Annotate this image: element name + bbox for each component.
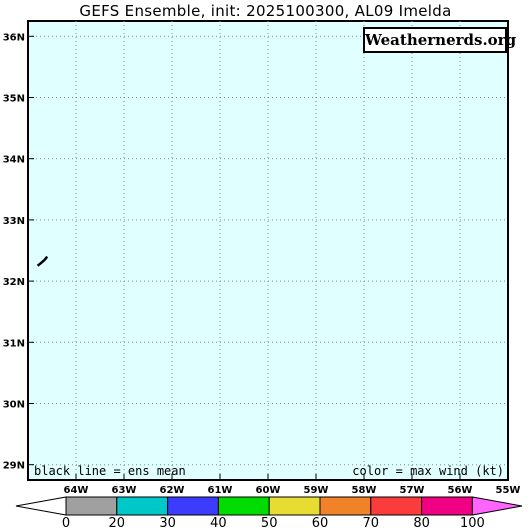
lon-label: 61W [208,485,233,496]
lon-label: 62W [160,485,185,496]
colorbar-over-arrow [471,496,523,516]
longitude-labels: 64W 63W 62W 61W 60W 59W 58W 57W 56W 55W [64,485,521,496]
colorbar-tick-label: 60 [312,516,329,531]
colorbar-tick-label: 80 [413,516,430,531]
colorbar-segment [421,496,473,516]
colorbar-tick-label: 40 [210,516,227,531]
colorbar-labels: 0 20 30 40 50 60 70 80 100 [62,516,485,531]
colorbar-segment [116,496,169,516]
chart-title: GEFS Ensemble, init: 2025100300, AL09 Im… [79,2,452,20]
colorbar-segment [319,496,372,516]
lat-label: 31N [3,338,25,349]
colorbar-segment [167,496,219,516]
lat-label: 30N [3,400,25,411]
lat-label: 36N [3,32,25,43]
colorbar-tick-label: 0 [62,516,70,531]
brand-logo: Weathernerds.org [363,27,516,53]
lat-label: 33N [3,216,25,227]
lat-label: 34N [3,155,25,166]
lon-label: 56W [448,485,473,496]
lon-label: 55W [496,485,521,496]
colorbar-tick-label: 70 [363,516,380,531]
graticule [28,21,509,480]
colorbar-segment [268,496,321,516]
lon-label: 63W [112,485,137,496]
colorbar-segment [370,496,423,516]
lat-label: 32N [3,277,25,288]
latitude-labels: 36N 35N 34N 33N 32N 31N 30N 29N [3,32,25,471]
colorbar-tick-label: 50 [261,516,278,531]
ens-mean-track [36,255,49,267]
colorbar-tick-label: 100 [460,516,485,531]
colorbar-tick-label: 20 [109,516,126,531]
lon-label: 59W [304,485,329,496]
colorbar-segment [217,496,270,516]
lon-label: 64W [64,485,89,496]
lat-label: 29N [3,461,25,472]
colorbar [15,496,523,516]
lon-label: 57W [400,485,425,496]
lat-label: 35N [3,94,25,105]
colorbar-under-arrow [15,496,67,516]
colorbar-tick-label: 30 [159,516,176,531]
lon-label: 60W [256,485,281,496]
colorbar-segment [65,496,118,516]
legend-note-mean: black line = ens mean [34,464,186,478]
lon-label: 58W [352,485,377,496]
legend-note-color: color = max wind (kt) [352,464,504,478]
